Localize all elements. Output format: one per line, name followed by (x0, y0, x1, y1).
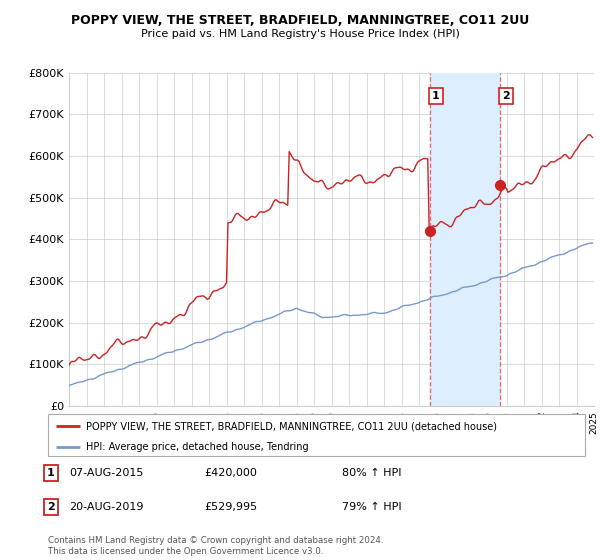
Text: 79% ↑ HPI: 79% ↑ HPI (342, 502, 401, 512)
Text: 80% ↑ HPI: 80% ↑ HPI (342, 468, 401, 478)
Text: 2: 2 (502, 91, 510, 101)
FancyBboxPatch shape (48, 414, 585, 456)
Text: £420,000: £420,000 (204, 468, 257, 478)
Text: 2: 2 (47, 502, 55, 512)
Text: Price paid vs. HM Land Registry's House Price Index (HPI): Price paid vs. HM Land Registry's House … (140, 29, 460, 39)
Text: POPPY VIEW, THE STREET, BRADFIELD, MANNINGTREE, CO11 2UU (detached house): POPPY VIEW, THE STREET, BRADFIELD, MANNI… (86, 421, 497, 431)
Text: HPI: Average price, detached house, Tendring: HPI: Average price, detached house, Tend… (86, 442, 308, 452)
Bar (430, 73, 499, 406)
Text: 20-AUG-2019: 20-AUG-2019 (69, 502, 143, 512)
Text: POPPY VIEW, THE STREET, BRADFIELD, MANNINGTREE, CO11 2UU: POPPY VIEW, THE STREET, BRADFIELD, MANNI… (71, 14, 529, 27)
Text: Contains HM Land Registry data © Crown copyright and database right 2024.
This d: Contains HM Land Registry data © Crown c… (48, 536, 383, 556)
Text: £529,995: £529,995 (204, 502, 257, 512)
Text: 07-AUG-2015: 07-AUG-2015 (69, 468, 143, 478)
Text: 1: 1 (47, 468, 55, 478)
Text: 1: 1 (432, 91, 440, 101)
